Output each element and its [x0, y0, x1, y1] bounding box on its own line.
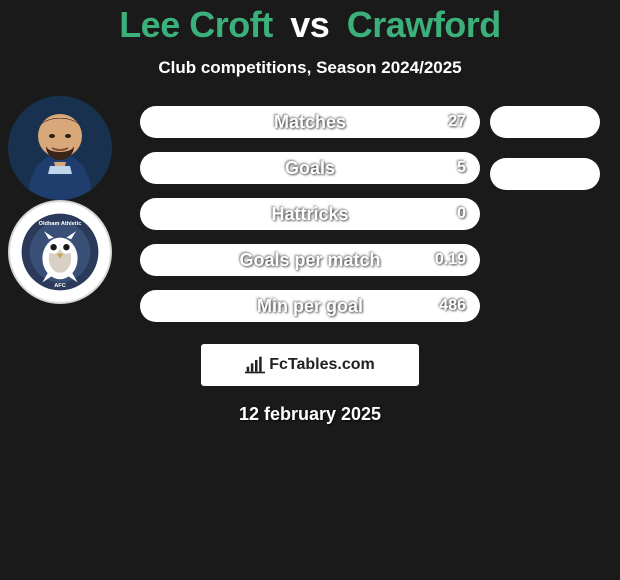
- vs-separator: vs: [290, 4, 329, 45]
- club-badge-svg: Oldham Athletic AFC: [20, 212, 100, 292]
- stat-value: 0: [457, 205, 466, 223]
- player-avatar: [8, 96, 112, 200]
- svg-text:AFC: AFC: [54, 283, 66, 289]
- stat-label: Hattricks: [271, 204, 348, 225]
- stat-row-matches: Matches 27: [140, 106, 480, 138]
- right-pill: [490, 158, 600, 190]
- stat-row-goals-per-match: Goals per match 0.19: [140, 244, 480, 276]
- subtitle: Club competitions, Season 2024/2025: [0, 58, 620, 78]
- player2-name: Crawford: [347, 4, 501, 45]
- main-content: Oldham Athletic AFC Matches 27 Goals 5 H…: [0, 96, 620, 322]
- stat-value: 0.19: [435, 251, 466, 269]
- stat-label: Goals: [285, 158, 335, 179]
- stat-row-goals: Goals 5: [140, 152, 480, 184]
- svg-text:Oldham Athletic: Oldham Athletic: [39, 221, 82, 227]
- player1-name: Lee Croft: [119, 4, 273, 45]
- comparison-card: Lee Croft vs Crawford Club competitions,…: [0, 0, 620, 425]
- left-avatars: Oldham Athletic AFC: [8, 96, 112, 304]
- stat-row-hattricks: Hattricks 0: [140, 198, 480, 230]
- stat-label: Min per goal: [257, 296, 363, 317]
- player-avatar-svg: [8, 96, 112, 200]
- brand-text: FcTables.com: [269, 356, 375, 374]
- stat-row-min-per-goal: Min per goal 486: [140, 290, 480, 322]
- stat-label: Goals per match: [239, 250, 380, 271]
- stat-value: 5: [457, 159, 466, 177]
- right-pill: [490, 106, 600, 138]
- stat-value: 486: [439, 297, 466, 315]
- stats-list: Matches 27 Goals 5 Hattricks 0 Goals per…: [140, 96, 480, 322]
- stat-label: Matches: [274, 112, 346, 133]
- page-title: Lee Croft vs Crawford: [0, 4, 620, 46]
- brand-badge: FcTables.com: [201, 344, 419, 386]
- right-pills: [490, 106, 600, 190]
- club-badge: Oldham Athletic AFC: [8, 200, 112, 304]
- stat-value: 27: [448, 113, 466, 131]
- chart-bars-icon: [245, 355, 265, 375]
- date-text: 12 february 2025: [0, 404, 620, 425]
